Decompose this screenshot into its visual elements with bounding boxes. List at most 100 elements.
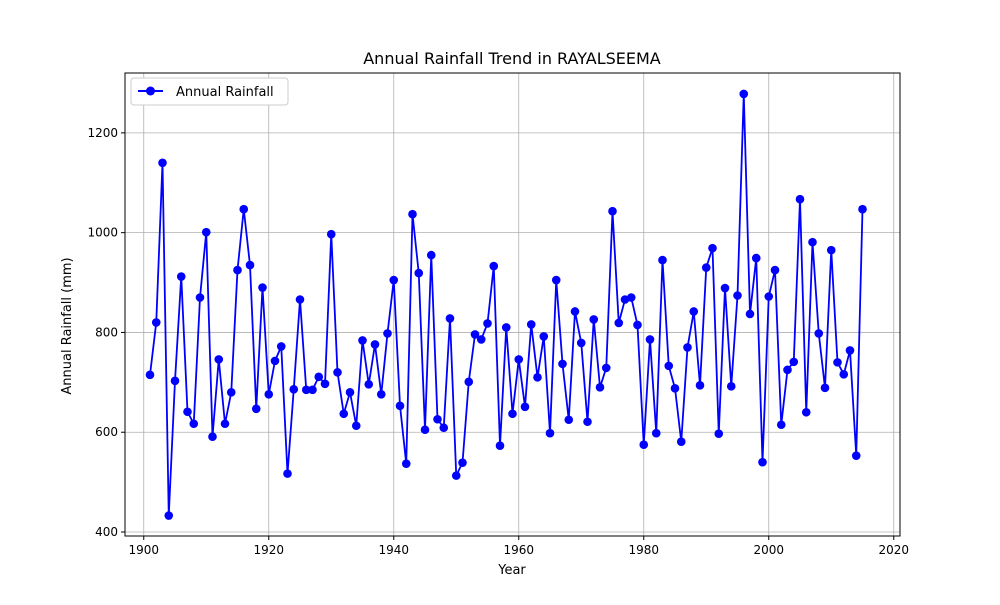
data-point xyxy=(751,253,761,263)
data-point xyxy=(351,421,361,431)
data-point xyxy=(670,384,680,393)
data-point xyxy=(376,390,386,399)
data-point xyxy=(251,404,261,414)
y-tick-label: 800 xyxy=(95,325,118,339)
data-point xyxy=(208,432,217,442)
data-point xyxy=(320,379,330,389)
data-point xyxy=(664,361,674,371)
series-layer xyxy=(145,89,867,520)
data-point xyxy=(595,383,605,392)
data-point xyxy=(683,343,692,352)
data-point xyxy=(345,388,355,397)
data-point xyxy=(389,275,399,285)
data-point xyxy=(576,338,586,348)
data-point xyxy=(283,469,292,478)
data-point xyxy=(820,383,830,393)
data-point xyxy=(451,471,461,480)
data-point xyxy=(739,89,749,99)
x-tick-label: 2000 xyxy=(753,543,784,557)
data-point xyxy=(726,382,736,391)
data-point xyxy=(289,385,299,394)
data-point xyxy=(370,340,380,349)
data-point xyxy=(420,425,430,435)
data-point xyxy=(295,295,305,304)
y-tick-label: 400 xyxy=(95,525,118,539)
data-point xyxy=(383,329,392,338)
legend-label: Annual Rainfall xyxy=(176,85,274,100)
data-point xyxy=(614,318,624,328)
data-point xyxy=(239,204,249,214)
data-point xyxy=(839,370,849,379)
data-point xyxy=(270,356,280,366)
data-point xyxy=(789,357,799,367)
data-point xyxy=(464,377,474,387)
data-point xyxy=(426,250,436,260)
data-point xyxy=(808,237,817,247)
data-point xyxy=(695,381,705,390)
y-tick-label: 1000 xyxy=(87,226,118,240)
data-point xyxy=(189,419,199,429)
data-point xyxy=(314,372,324,382)
data-point xyxy=(814,329,824,338)
data-point xyxy=(851,451,861,460)
data-point xyxy=(170,376,180,386)
chart-title: Annual Rainfall Trend in RAYALSEEMA xyxy=(363,49,661,68)
data-point xyxy=(633,320,642,330)
data-point xyxy=(458,458,467,467)
data-point xyxy=(758,457,767,467)
data-point xyxy=(858,204,867,214)
data-point xyxy=(445,314,455,323)
data-point xyxy=(626,293,636,302)
data-point xyxy=(214,355,224,364)
data-point xyxy=(176,272,186,281)
data-point xyxy=(689,307,699,316)
data-point xyxy=(408,209,417,219)
axis-ticks: 1900 1920 1940 1960 1980 2000 2020 400 600 800 100… xyxy=(87,126,909,557)
data-point xyxy=(258,283,267,292)
x-axis-label: Year xyxy=(497,563,526,578)
data-point xyxy=(508,409,517,419)
data-point xyxy=(201,227,211,237)
data-point xyxy=(395,401,405,411)
data-point xyxy=(264,390,274,399)
data-point xyxy=(489,261,499,271)
data-point xyxy=(226,388,236,397)
data-point xyxy=(526,320,536,329)
data-point xyxy=(245,260,255,270)
data-point xyxy=(589,315,599,324)
data-point xyxy=(364,380,374,389)
data-point xyxy=(333,368,342,377)
data-point xyxy=(514,355,524,364)
data-point xyxy=(551,275,561,285)
data-point xyxy=(733,291,742,300)
x-tick-label: 1940 xyxy=(378,543,409,557)
data-point xyxy=(358,336,367,345)
data-point xyxy=(564,415,574,425)
data-point xyxy=(195,293,205,302)
data-point xyxy=(533,373,542,382)
x-tick-label: 1900 xyxy=(128,543,159,557)
data-point xyxy=(826,245,836,255)
data-point xyxy=(439,423,449,433)
data-point xyxy=(708,243,717,253)
data-point xyxy=(501,323,511,332)
data-point xyxy=(601,363,611,373)
data-point xyxy=(339,409,349,419)
data-point xyxy=(483,319,492,328)
data-point xyxy=(233,265,242,275)
data-point xyxy=(301,385,311,395)
x-tick-label: 2020 xyxy=(878,543,909,557)
data-point xyxy=(783,365,792,375)
data-point xyxy=(701,263,711,272)
data-point xyxy=(745,309,755,319)
data-point xyxy=(183,407,192,417)
data-point xyxy=(326,229,336,239)
data-point xyxy=(470,330,480,339)
data-point xyxy=(676,437,686,447)
data-point xyxy=(158,158,167,168)
legend-box xyxy=(130,77,289,106)
data-point xyxy=(833,358,842,367)
data-point xyxy=(558,359,567,369)
